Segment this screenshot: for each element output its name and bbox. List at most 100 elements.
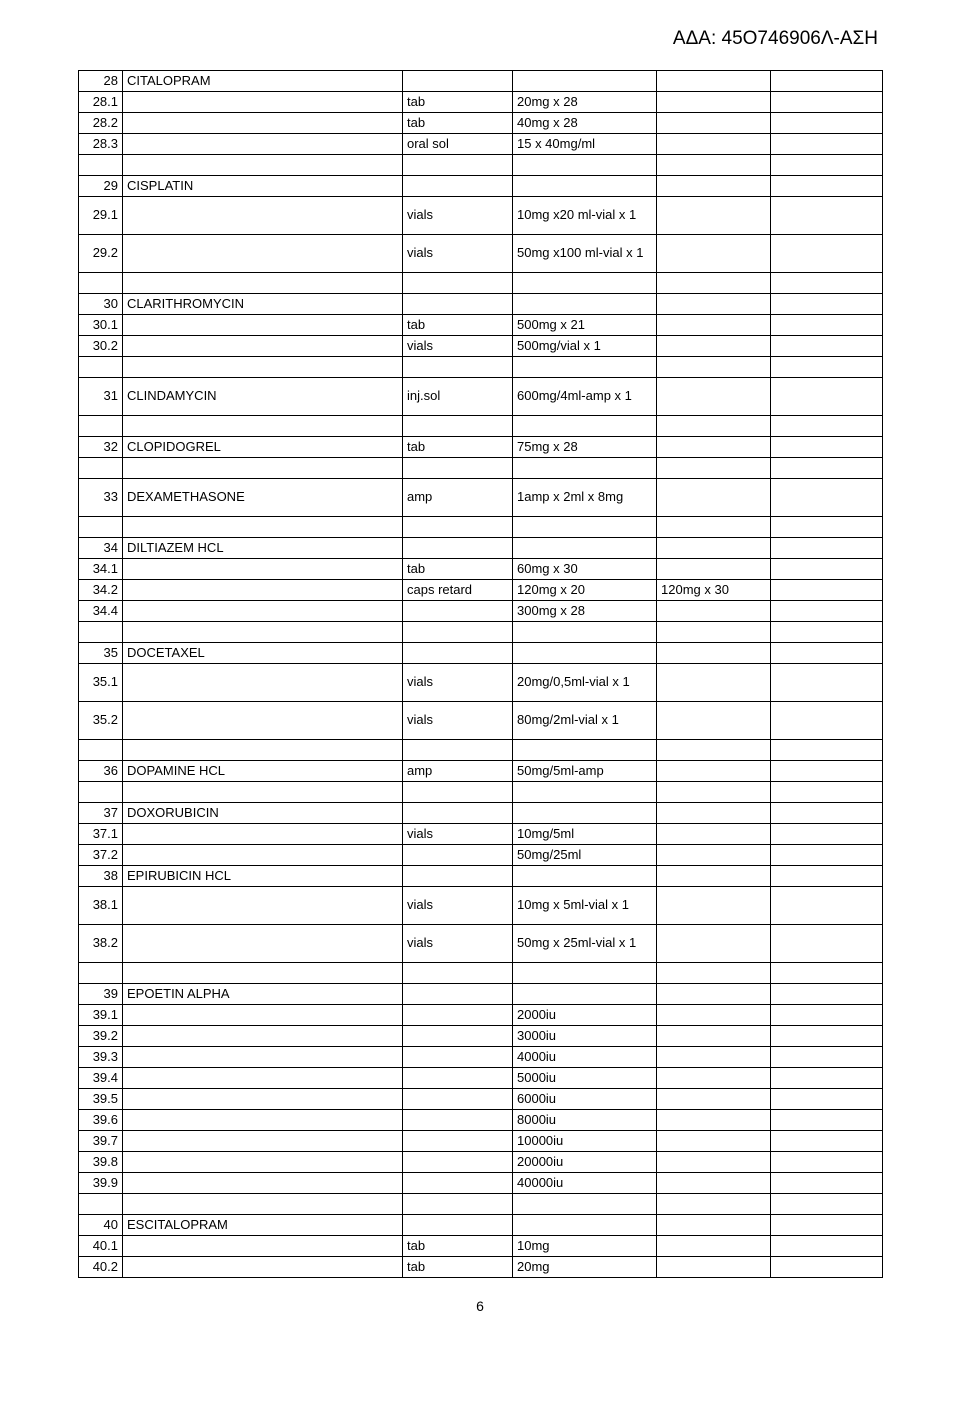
table-cell [657,1068,771,1089]
table-cell [657,113,771,134]
table-row: 34DILTIAZEM HCL [79,538,883,559]
table-cell [123,887,403,925]
table-cell [771,887,883,925]
table-cell [403,866,513,887]
table-row: 39.34000iu [79,1047,883,1068]
table-cell [771,378,883,416]
table-cell: 39.8 [79,1152,123,1173]
table-cell [657,458,771,479]
table-cell [123,1152,403,1173]
table-cell: 34.1 [79,559,123,580]
table-cell [771,1194,883,1215]
table-cell [123,1110,403,1131]
table-cell [771,1173,883,1194]
table-cell [79,357,123,378]
page-number: 6 [78,1298,882,1314]
table-cell [123,315,403,336]
table-row [79,155,883,176]
table-cell: 6000iu [513,1089,657,1110]
table-cell [771,134,883,155]
table-cell: 120mg x 30 [657,580,771,601]
table-cell [657,664,771,702]
table-cell [657,437,771,458]
table-cell [771,294,883,315]
table-cell [403,601,513,622]
table-cell [771,517,883,538]
table-cell: 500mg/vial x 1 [513,336,657,357]
table-cell [123,155,403,176]
table-cell: 36 [79,761,123,782]
table-cell [513,1215,657,1236]
table-cell [403,1152,513,1173]
table-cell [123,197,403,235]
table-cell [771,1047,883,1068]
table-row: 28.2tab40mg x 28 [79,113,883,134]
table-cell: oral sol [403,134,513,155]
table-cell [657,1089,771,1110]
table-cell [403,1215,513,1236]
table-cell [771,1257,883,1278]
table-cell [403,622,513,643]
table-cell [771,113,883,134]
table-cell [513,643,657,664]
table-cell [771,1089,883,1110]
table-cell [123,622,403,643]
table-cell [403,357,513,378]
table-cell [771,1215,883,1236]
table-row [79,517,883,538]
table-cell [123,559,403,580]
table-cell: 50mg x 25ml-vial x 1 [513,925,657,963]
table-cell [657,1005,771,1026]
table-cell [657,294,771,315]
table-cell: 37.1 [79,824,123,845]
table-row: 39.940000iu [79,1173,883,1194]
table-cell: vials [403,887,513,925]
table-row: 39.710000iu [79,1131,883,1152]
table-row: 38EPIRUBICIN HCL [79,866,883,887]
table-row: 34.2caps retard120mg x 20120mg x 30 [79,580,883,601]
table-cell [513,803,657,824]
table-cell: 15 x 40mg/ml [513,134,657,155]
table-cell [657,622,771,643]
table-cell: 600mg/4ml-amp x 1 [513,378,657,416]
table-cell [123,824,403,845]
table-cell [657,155,771,176]
table-cell: 38.1 [79,887,123,925]
table-cell [771,1131,883,1152]
table-cell [657,357,771,378]
table-cell [123,1089,403,1110]
table-cell [513,782,657,803]
table-cell [79,416,123,437]
table-cell [657,702,771,740]
table-cell [771,664,883,702]
table-cell [771,155,883,176]
table-row: 39.820000iu [79,1152,883,1173]
table-cell [771,315,883,336]
table-cell [657,925,771,963]
table-row: 35.1vials20mg/0,5ml-vial x 1 [79,664,883,702]
table-cell [403,517,513,538]
table-row: 29.1vials10mg x20 ml-vial x 1 [79,197,883,235]
table-cell [657,235,771,273]
table-row [79,1194,883,1215]
table-cell [513,984,657,1005]
table-cell: vials [403,702,513,740]
table-cell [123,357,403,378]
table-cell: 28.2 [79,113,123,134]
table-cell [771,925,883,963]
table-cell: 30.1 [79,315,123,336]
table-cell: 39.1 [79,1005,123,1026]
table-cell [513,517,657,538]
table-cell [657,1152,771,1173]
table-cell: 32 [79,437,123,458]
table-row: 39.45000iu [79,1068,883,1089]
table-cell [771,437,883,458]
table-cell: 1amp x 2ml x 8mg [513,479,657,517]
table-row [79,357,883,378]
table-cell [403,71,513,92]
table-cell [771,866,883,887]
table-cell: 38 [79,866,123,887]
table-cell [513,273,657,294]
table-cell: 50mg/5ml-amp [513,761,657,782]
data-table: 28CITALOPRAM28.1tab20mg x 2828.2tab40mg … [78,70,883,1278]
